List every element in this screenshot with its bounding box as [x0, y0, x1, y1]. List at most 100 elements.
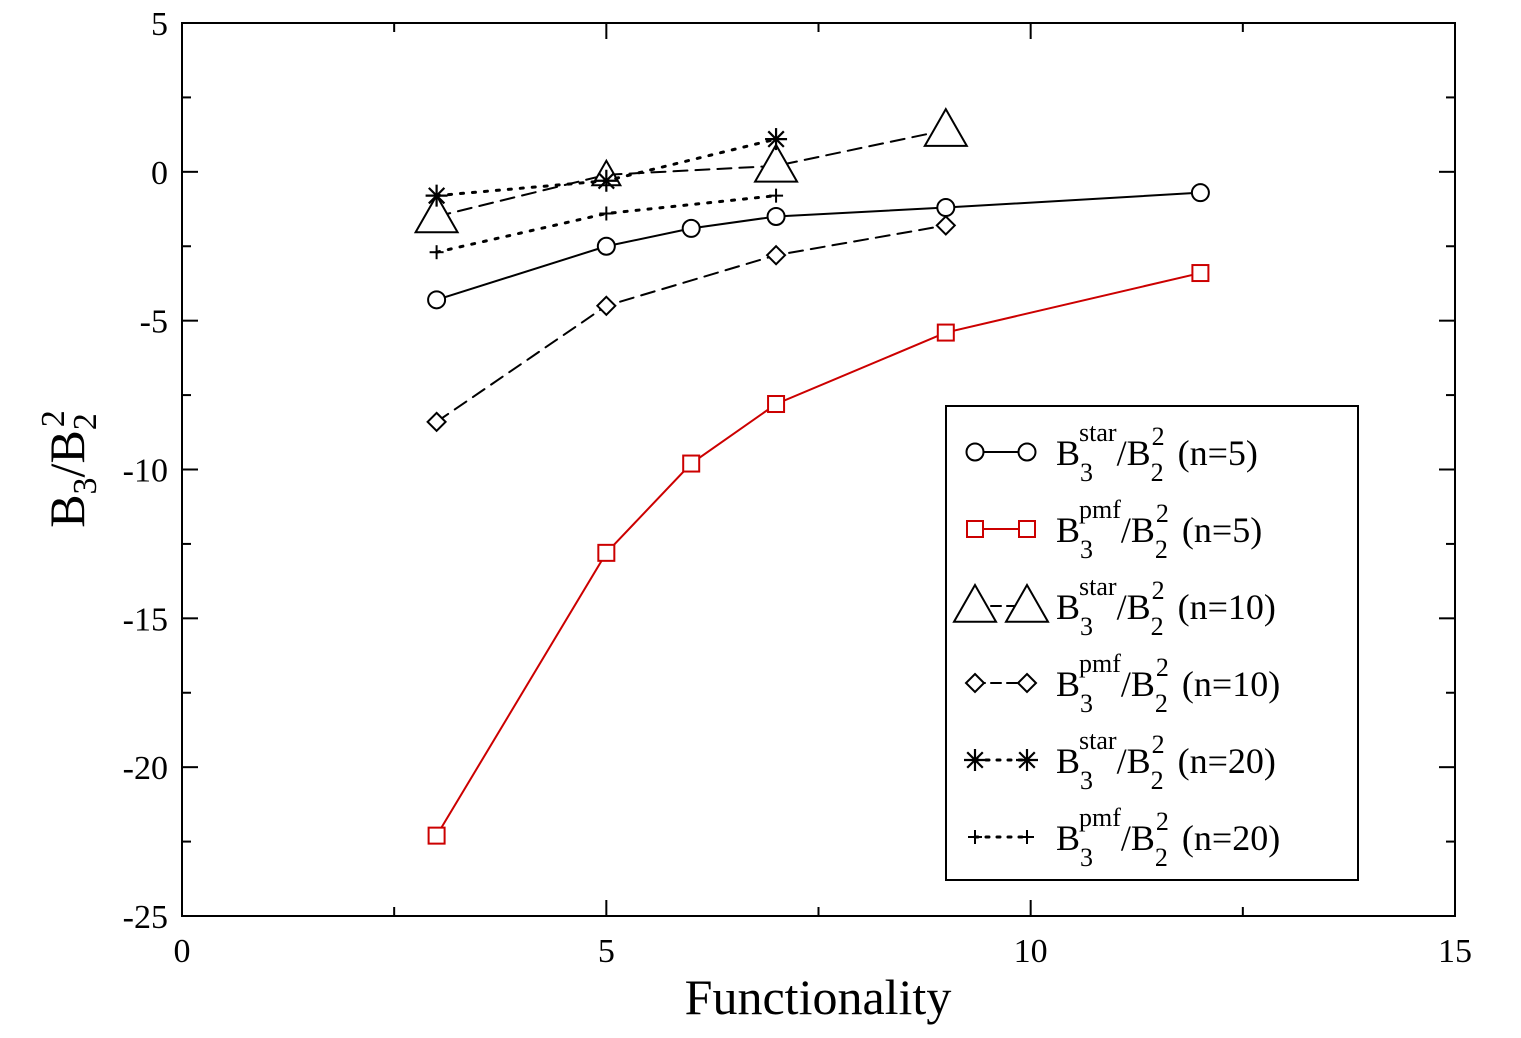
x-tick-label: 0	[174, 933, 191, 970]
series-line	[435, 129, 947, 218]
square-marker	[767, 395, 786, 414]
square-marker	[427, 826, 446, 845]
series-line	[435, 194, 778, 254]
asterisk-marker	[765, 128, 788, 151]
legend: B3star/B22 (n=5)B3pmf/B22 (n=5)B3star/B2…	[945, 405, 1359, 881]
legend-label-part: 3	[1080, 535, 1093, 564]
legend-label-part: /B	[1117, 587, 1151, 627]
series-4	[426, 214, 957, 433]
y-axis-label-part: 3	[67, 477, 104, 494]
legend-label-part: star	[1079, 418, 1117, 447]
legend-label-part: /B	[1121, 818, 1155, 858]
legend-item: B3 pmf/B2 2 (n=5)	[966, 495, 1262, 564]
legend-label: B3 pmf/B2 2 (n=5)	[1056, 495, 1262, 564]
legend-label-part: star	[1079, 726, 1117, 755]
legend-label-part: pmf	[1079, 495, 1121, 524]
legend-label-part: 2	[1155, 689, 1168, 718]
legend-label-part: 3	[1080, 843, 1093, 872]
circle-marker	[681, 218, 701, 238]
legend-label-part: 3	[1080, 766, 1093, 795]
legend-item: B3 star/B2 2 (n=5)	[965, 418, 1258, 487]
x-axis-label: Functionality	[685, 969, 952, 1025]
legend-label: B3 star/B2 2 (n=20)	[1056, 726, 1276, 795]
diamond-marker	[595, 295, 617, 317]
x-tick-label: 15	[1438, 933, 1472, 970]
asterisk-stroke	[966, 751, 984, 769]
legend-label: B3 pmf/B2 2 (n=20)	[1056, 803, 1280, 872]
legend-label-part: 2	[1152, 422, 1165, 451]
x-tick-label: 10	[1014, 933, 1048, 970]
square-marker	[682, 454, 701, 473]
legend-label-part: pmf	[1079, 649, 1121, 678]
square-marker	[1018, 520, 1036, 538]
y-tick-label: 0	[151, 155, 168, 192]
asterisk-stroke	[767, 130, 785, 148]
legend-label-part: (n=5)	[1169, 433, 1258, 473]
series-line	[435, 191, 1202, 301]
triangle-marker	[753, 142, 799, 183]
y-tick-label: -15	[123, 601, 168, 638]
square-marker	[1191, 264, 1210, 283]
circle-marker	[965, 442, 985, 462]
legend-label-part: (n=20)	[1173, 818, 1280, 858]
legend-label-part: 2	[1152, 576, 1165, 605]
legend-box	[945, 405, 1359, 881]
y-axis-label-part: B	[39, 494, 95, 527]
series-1	[427, 183, 1210, 310]
legend-label-part: 3	[1080, 689, 1093, 718]
legend-label-part: 2	[1151, 458, 1164, 487]
legend-label-part: 2	[1155, 535, 1168, 564]
legend-label-part: 2	[1151, 766, 1164, 795]
triangle-marker	[413, 193, 460, 234]
legend-label: B3 pmf/B2 2 (n=10)	[1056, 649, 1280, 718]
y-tick-label: 5	[151, 6, 168, 43]
legend-label-part: B	[1056, 510, 1080, 550]
series-6	[429, 188, 784, 260]
legend-label-part: (n=20)	[1169, 741, 1276, 781]
series-2	[427, 264, 1210, 845]
legend-label-part: /B	[1121, 664, 1155, 704]
series-line	[435, 272, 1202, 837]
legend-label-part: /B	[1117, 433, 1151, 473]
square-marker	[966, 520, 984, 538]
legend-label-part: 2	[1151, 612, 1164, 641]
asterisk-stroke	[597, 172, 615, 190]
legend-item: B3 star/B2 2 (n=20)	[964, 726, 1276, 795]
legend-label-part: 2	[1156, 807, 1169, 836]
legend-label: B3 star/B2 2 (n=10)	[1056, 572, 1276, 641]
triangle-marker	[1004, 582, 1050, 623]
legend-label-part: B	[1056, 741, 1080, 781]
y-axis-label-text: B3/B22	[35, 410, 104, 528]
axis-tick-labels: 0 5 10 15 5 0 -5 -10 -15 -20 -25	[123, 6, 1472, 970]
plus-marker	[769, 188, 784, 203]
asterisk-marker	[1016, 749, 1038, 771]
legend-label-part: B	[1056, 433, 1080, 473]
series-3	[413, 107, 969, 234]
legend-label-part: B	[1056, 587, 1080, 627]
y-tick-label: -10	[123, 453, 168, 490]
legend-items: B3star/B22 (n=5)B3pmf/B22 (n=5)B3star/B2…	[952, 418, 1280, 872]
diamond-marker	[935, 214, 957, 236]
legend-label-part: 3	[1080, 612, 1093, 641]
plus-marker	[429, 245, 444, 260]
circle-marker	[936, 198, 956, 218]
legend-label-part: (n=10)	[1169, 587, 1276, 627]
circle-marker	[766, 206, 786, 226]
legend-item: B3 pmf/B2 2 (n=10)	[964, 649, 1280, 718]
legend-label-part: star	[1079, 572, 1117, 601]
legend-item: B3 pmf/B2 2 (n=20)	[968, 803, 1280, 872]
legend-label-part: pmf	[1079, 803, 1121, 832]
legend-label-part: /B	[1117, 741, 1151, 781]
plus-marker	[1020, 830, 1034, 844]
square-marker	[936, 323, 955, 342]
legend-label-part: 2	[1155, 843, 1168, 872]
plus-marker	[599, 206, 614, 221]
x-tick-label: 5	[598, 933, 615, 970]
diamond-marker	[765, 244, 787, 266]
square-marker	[597, 543, 616, 562]
diamond-marker	[426, 411, 448, 433]
axis-ticks	[181, 22, 1456, 917]
legend-label: B3 star/B2 2 (n=5)	[1056, 418, 1258, 487]
circle-marker	[1017, 442, 1037, 462]
